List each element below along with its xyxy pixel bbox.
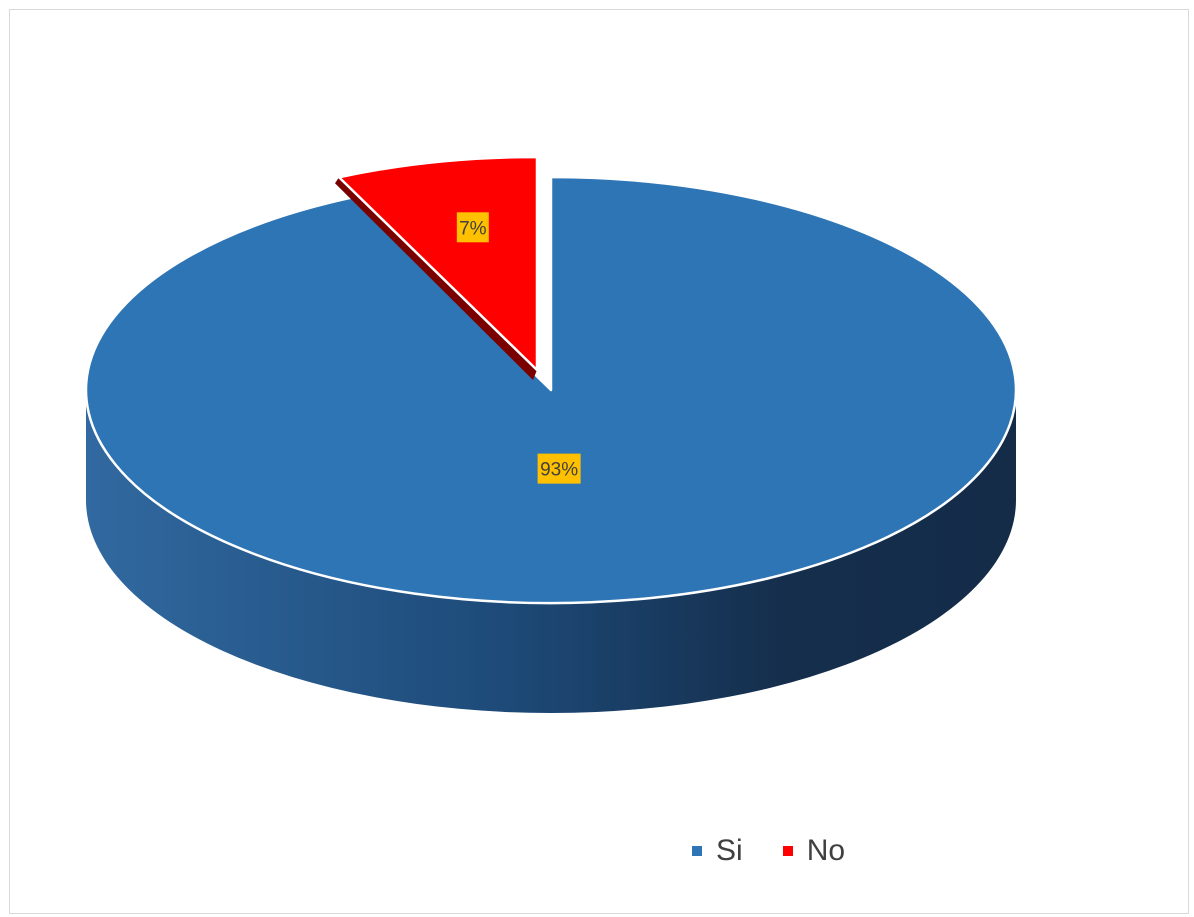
data-label-no: 7% (456, 212, 489, 243)
data-label-bg-si (537, 453, 581, 484)
legend-swatch-si (692, 846, 702, 856)
legend-swatch-no (782, 846, 793, 856)
pie-chart: 93% 7% (84, 155, 1018, 713)
legend-item-no: No (782, 834, 846, 867)
pie-top-no (337, 155, 539, 372)
pie-slice-no (335, 155, 539, 380)
data-label-bg-no (456, 212, 489, 243)
pie-cut-wall-no (335, 177, 537, 380)
pie-side-si (86, 390, 1016, 713)
legend-label-no: No (806, 834, 846, 867)
legend-label-si: Si (716, 834, 743, 867)
pie-slice-si (84, 175, 1018, 713)
chart-frame: 93% 7% Si No (9, 9, 1189, 914)
pie-top-si (84, 175, 1018, 605)
legend-item-si: Si (692, 836, 743, 866)
legend: Si No (692, 836, 845, 866)
data-label-text-no: 7% (459, 218, 487, 239)
data-label-text-si: 93% (540, 460, 578, 481)
data-label-si: 93% (537, 453, 581, 484)
